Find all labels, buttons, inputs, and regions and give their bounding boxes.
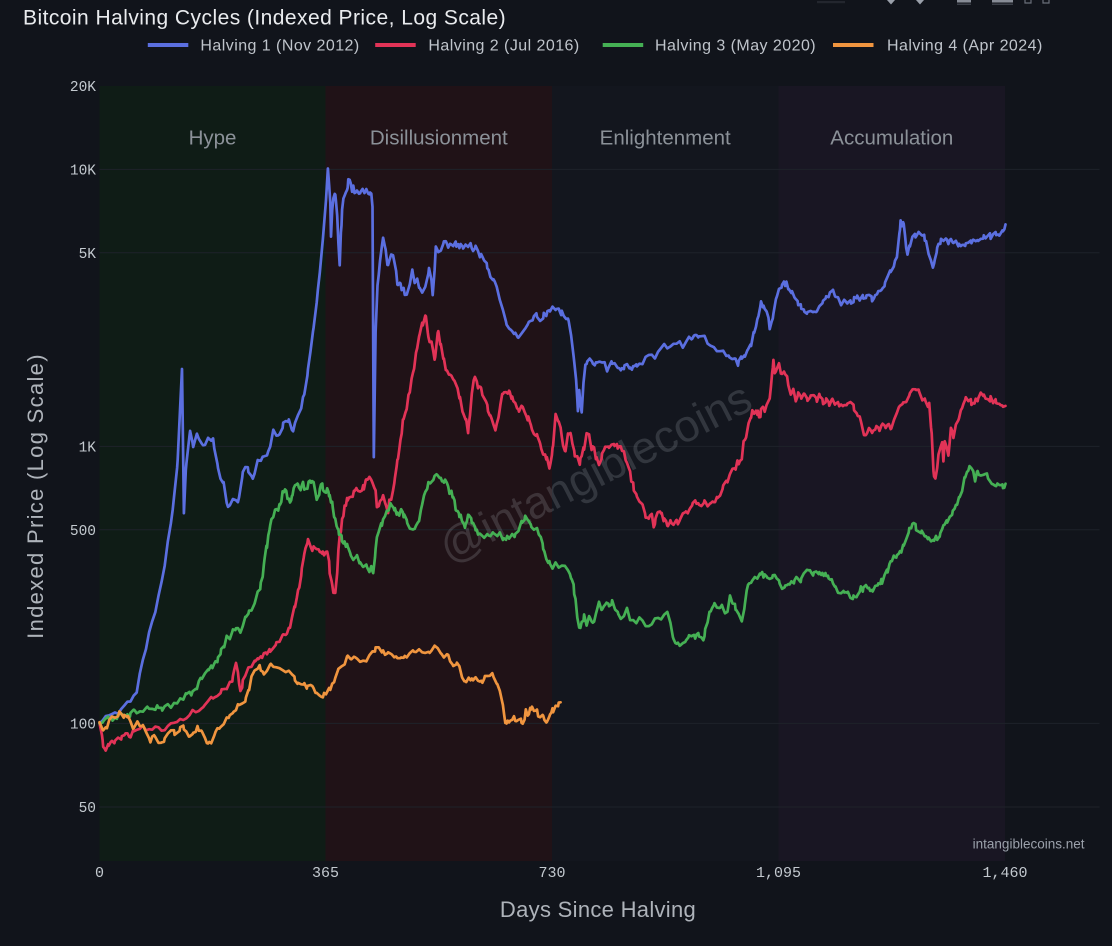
svg-text:Halving 1 (Nov 2012): Halving 1 (Nov 2012) <box>200 38 359 55</box>
svg-text:100: 100 <box>70 717 96 733</box>
svg-text:Bitcoin Halving Cycles (Indexe: Bitcoin Halving Cycles (Indexed Price, L… <box>23 7 506 30</box>
svg-text:Indexed Price (Log Scale): Indexed Price (Log Scale) <box>23 353 48 639</box>
svg-text:Accumulation: Accumulation <box>830 127 953 150</box>
svg-text:Disillusionment: Disillusionment <box>370 127 508 150</box>
svg-text:Days Since Halving: Days Since Halving <box>500 897 696 922</box>
svg-text:0: 0 <box>95 865 104 882</box>
svg-text:20K: 20K <box>70 80 96 96</box>
svg-text:Halving 3 (May 2020): Halving 3 (May 2020) <box>655 38 816 55</box>
svg-text:1,095: 1,095 <box>756 865 801 882</box>
svg-text:5K: 5K <box>79 247 97 263</box>
svg-text:Hype: Hype <box>189 127 237 150</box>
svg-text:intangiblecoins.net: intangiblecoins.net <box>973 837 1085 852</box>
svg-text:1,460: 1,460 <box>982 865 1027 882</box>
svg-text:365: 365 <box>312 865 339 882</box>
svg-text:Enlightenment: Enlightenment <box>600 127 731 150</box>
svg-text:50: 50 <box>79 801 96 817</box>
svg-text:500: 500 <box>70 524 96 540</box>
svg-text:Halving 2 (Jul 2016): Halving 2 (Jul 2016) <box>428 38 579 55</box>
svg-text:1K: 1K <box>79 440 97 456</box>
svg-text:730: 730 <box>538 865 565 882</box>
svg-text:Halving 4 (Apr 2024): Halving 4 (Apr 2024) <box>887 38 1043 55</box>
svg-text:10K: 10K <box>70 163 96 179</box>
